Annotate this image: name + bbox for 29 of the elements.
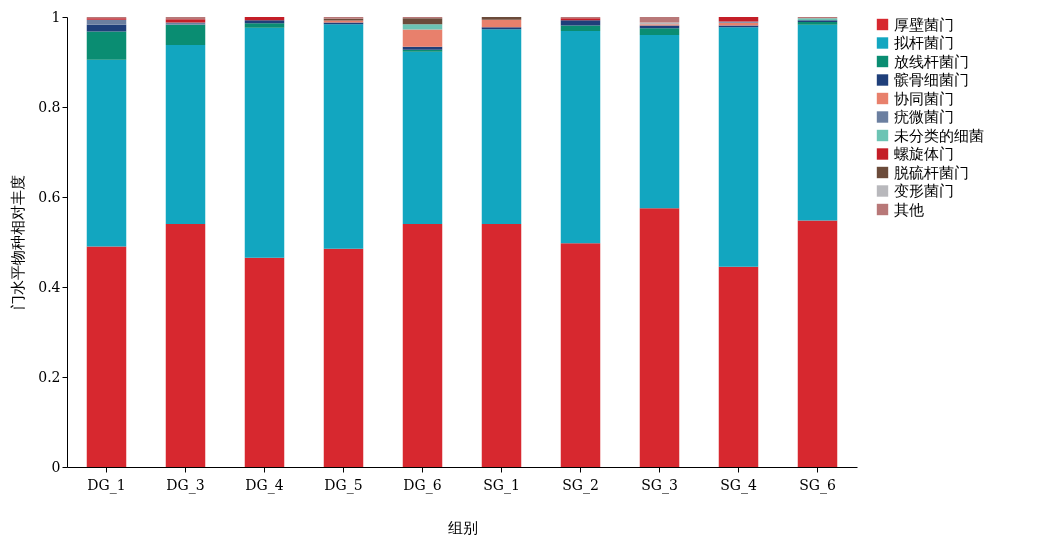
legend-label: 未分类的细菌 xyxy=(894,126,984,145)
legend-label: 协同菌门 xyxy=(894,89,954,108)
y-tick-label: 0.2 xyxy=(38,368,61,385)
legend-label: 拟杆菌门 xyxy=(894,34,954,52)
legend-label: 髌骨细菌门 xyxy=(894,71,969,89)
x-tick-label: DG_1 xyxy=(87,476,126,494)
x-tick-label: SG_4 xyxy=(720,476,757,494)
y-tick-label: 0.4 xyxy=(38,278,61,295)
legend-label: 其他 xyxy=(894,200,924,219)
legend-label: 变形菌门 xyxy=(894,182,954,200)
x-tick-label: DG_5 xyxy=(324,476,363,494)
legend-label: 螺旋体门 xyxy=(894,145,954,163)
y-axis-title: 门水平物种相对丰度 xyxy=(9,175,28,310)
legend-label: 疣微菌门 xyxy=(894,108,954,126)
x-tick-label: SG_1 xyxy=(483,476,520,494)
x-tick-label: DG_3 xyxy=(166,476,205,494)
x-axis-title: 组别 xyxy=(447,518,478,537)
y-tick-label: 0 xyxy=(51,458,61,475)
x-tick-label: SG_2 xyxy=(562,476,599,494)
legend-label: 脱硫杆菌门 xyxy=(894,163,969,182)
x-tick-label: SG_6 xyxy=(799,476,836,494)
y-tick-label: 0.6 xyxy=(38,188,61,205)
x-tick-label: DG_6 xyxy=(403,476,442,494)
y-tick-label: 0.8 xyxy=(38,98,61,115)
legend-label: 放线杆菌门 xyxy=(894,52,969,71)
legend-label: 厚壁菌门 xyxy=(894,15,954,34)
x-tick-label: SG_3 xyxy=(641,476,678,494)
y-tick-label: 1 xyxy=(51,8,61,25)
x-tick-label: DG_4 xyxy=(245,476,284,494)
